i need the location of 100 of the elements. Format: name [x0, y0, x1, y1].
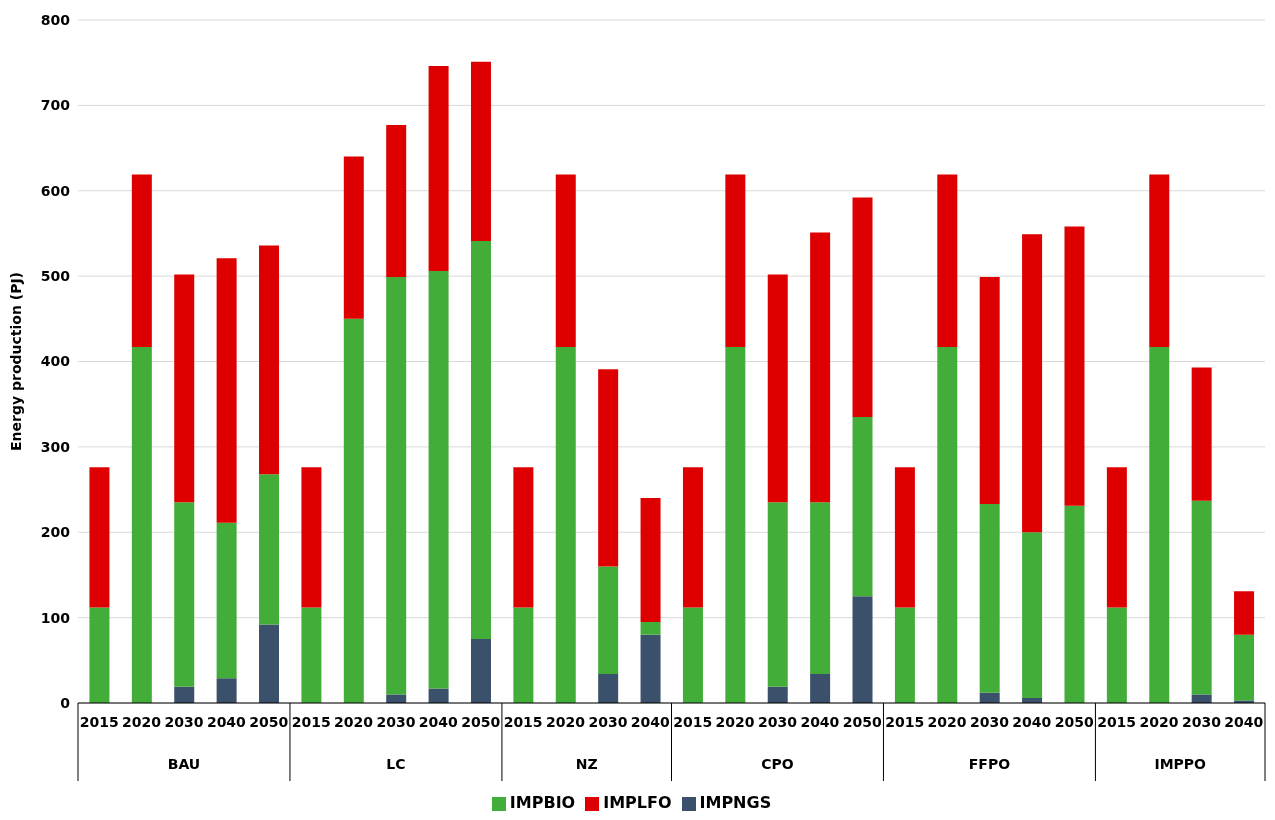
bar	[1149, 346, 1170, 703]
bar	[1191, 500, 1212, 695]
bar	[767, 502, 788, 687]
bar	[598, 673, 619, 703]
bar	[1149, 174, 1170, 347]
bar	[428, 688, 449, 703]
bar	[1022, 234, 1043, 533]
x-tick-label: 2050	[461, 714, 501, 730]
x-tick-label: 2040	[630, 714, 671, 730]
x-tick-label: 2015	[79, 714, 119, 730]
x-tick-label: 2020	[122, 714, 162, 730]
bar	[301, 607, 322, 703]
bar	[810, 502, 831, 674]
bar	[640, 621, 661, 635]
y-tick-label: 800	[40, 11, 71, 28]
bar	[174, 274, 195, 503]
bar	[979, 504, 1000, 693]
x-tick-label: 2040	[206, 714, 247, 730]
bar	[810, 673, 831, 703]
bar	[767, 274, 788, 503]
text: IMPPO	[1154, 756, 1207, 772]
x-tick-label: 2015	[673, 714, 713, 730]
y-tick-label: 300	[40, 438, 71, 455]
x-tick-label: 2020	[927, 714, 967, 730]
bar	[470, 638, 491, 703]
bar	[89, 607, 110, 703]
bar	[598, 369, 619, 567]
x-tick-label: 2015	[503, 714, 543, 730]
legend-label: IMPBIO	[509, 793, 576, 812]
text: BAU	[167, 756, 201, 772]
bar	[216, 258, 237, 523]
bar	[216, 522, 237, 679]
bar	[470, 61, 491, 242]
bar	[428, 271, 449, 689]
x-tick-label: 2030	[588, 714, 628, 730]
bar	[1106, 467, 1127, 608]
y-tick-label: 700	[40, 97, 71, 114]
x-tick-label: 2015	[885, 714, 925, 730]
bar	[216, 678, 237, 703]
bar	[131, 174, 152, 347]
bar	[1234, 634, 1255, 701]
x-tick-label: 2030	[969, 714, 1010, 730]
text: CPO	[761, 756, 794, 772]
x-tick-label: 2030	[376, 714, 416, 730]
bar	[894, 467, 915, 608]
bar	[428, 66, 449, 271]
bar	[301, 467, 322, 608]
bar	[259, 624, 280, 703]
bar	[1234, 591, 1255, 635]
x-tick-label: 2030	[164, 714, 204, 730]
bar	[174, 686, 195, 703]
x-tick-label: 2030	[758, 714, 798, 730]
x-tick-label: 2020	[334, 714, 374, 730]
bar	[386, 125, 407, 277]
x-tick-label: 2020	[1139, 714, 1179, 730]
bar	[640, 634, 661, 703]
bar	[1106, 607, 1127, 703]
bar	[810, 232, 831, 503]
bar	[513, 607, 534, 703]
bar	[174, 502, 195, 687]
bar	[131, 346, 152, 703]
x-tick-label: 2015	[1097, 714, 1137, 730]
bar	[470, 241, 491, 639]
bar	[1064, 505, 1085, 703]
bar	[259, 245, 280, 475]
bar	[513, 467, 534, 608]
x-tick-label: 2040	[1012, 714, 1052, 730]
bar	[259, 474, 280, 625]
y-tick-label: 0	[60, 694, 71, 711]
x-tick-label: 2040	[1224, 714, 1264, 730]
bar	[937, 346, 958, 703]
bar	[555, 346, 576, 703]
x-tick-label: 2050	[1054, 714, 1094, 730]
text: FFPO	[968, 756, 1011, 772]
bar	[343, 318, 364, 703]
bar	[1022, 532, 1043, 698]
x-tick-label: 2015	[291, 714, 331, 730]
bar	[937, 174, 958, 347]
text: NZ	[575, 756, 598, 772]
bar	[682, 467, 703, 608]
bar	[725, 346, 746, 703]
bar	[725, 174, 746, 347]
bar	[852, 197, 873, 417]
bar	[640, 498, 661, 622]
y-axis-title: Energy production (PJ)	[7, 272, 24, 451]
text: LC	[386, 756, 406, 772]
x-tick-label: 2050	[249, 714, 289, 730]
bar	[555, 174, 576, 347]
x-tick-label: 2040	[418, 714, 459, 730]
y-tick-label: 200	[40, 524, 71, 541]
y-tick-label: 400	[40, 353, 71, 370]
bar	[1064, 226, 1085, 506]
x-tick-label: 2040	[800, 714, 840, 730]
bar	[343, 156, 364, 319]
y-tick-label: 100	[40, 609, 71, 626]
x-tick-label: 2050	[842, 714, 883, 730]
bar	[386, 694, 407, 703]
legend-label: IMPLFO	[603, 793, 672, 812]
bar	[1191, 694, 1212, 703]
x-tick-label: 2030	[1181, 714, 1222, 730]
